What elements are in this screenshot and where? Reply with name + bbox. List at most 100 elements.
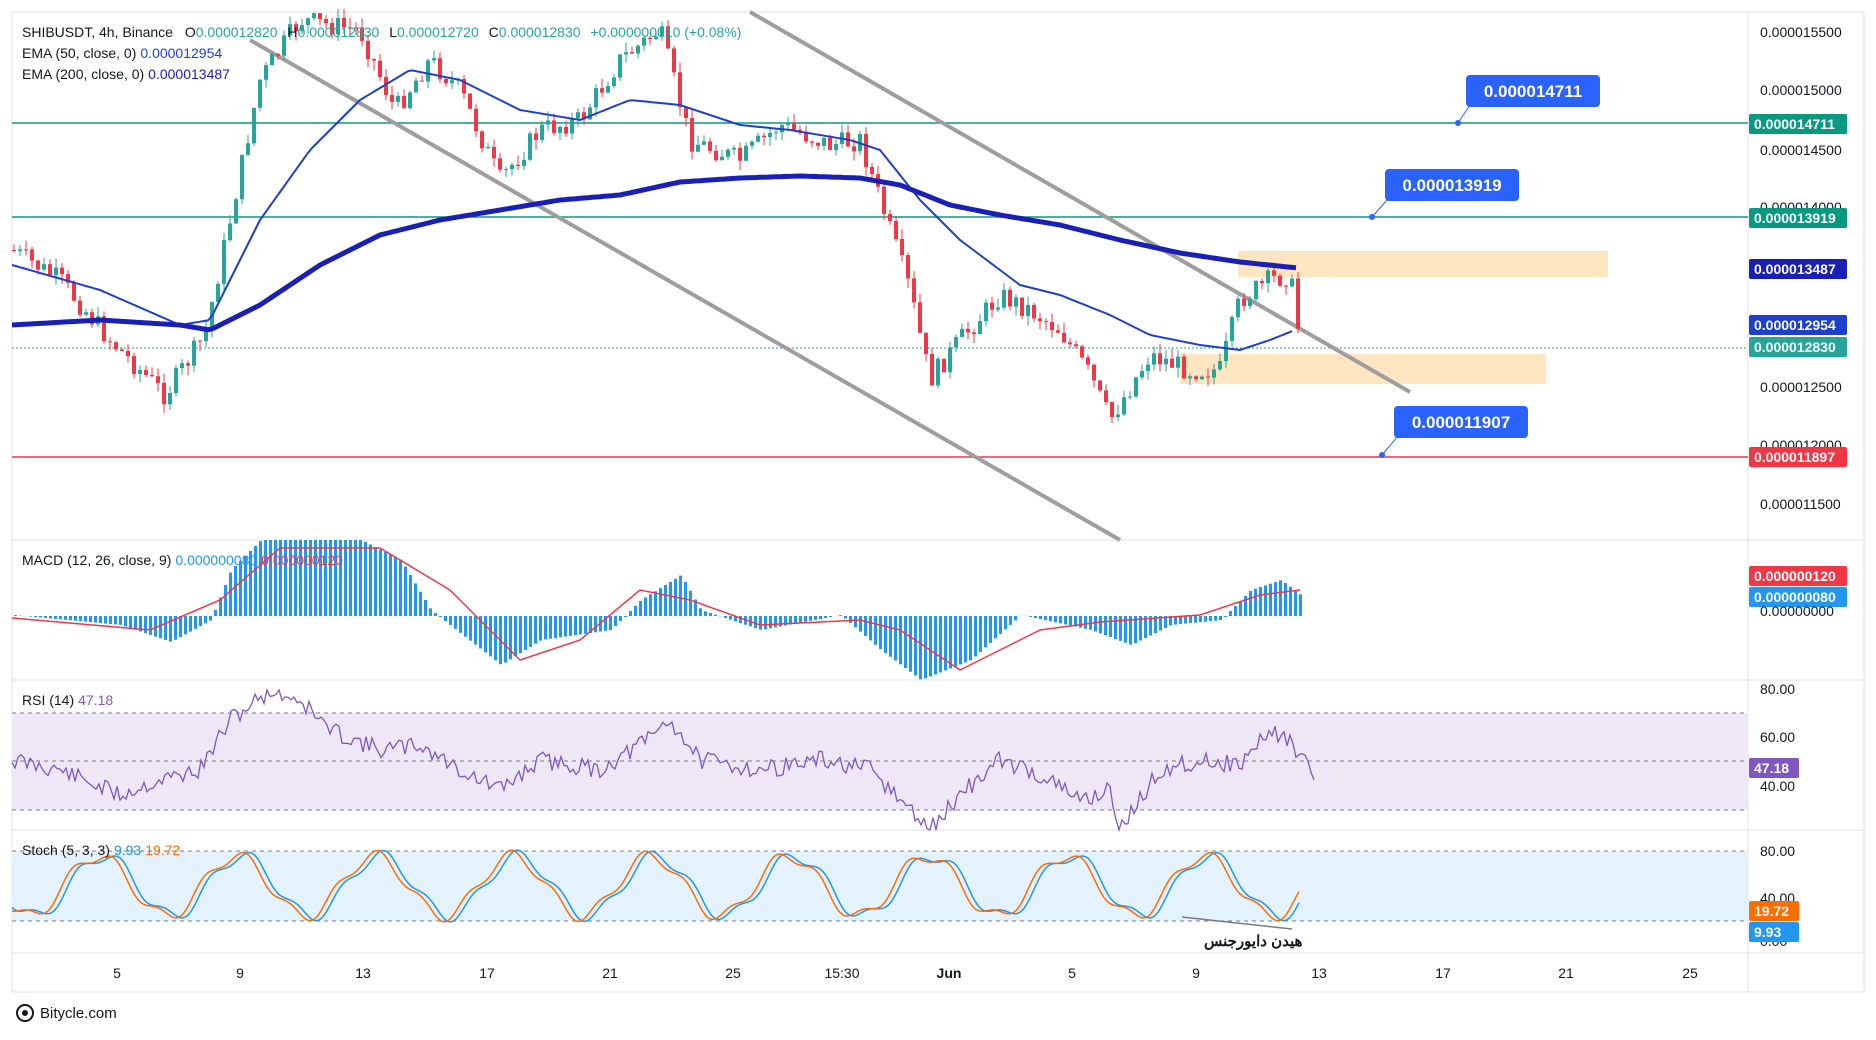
macd-bar	[144, 616, 147, 633]
candle-body	[1134, 377, 1138, 396]
candle-body	[72, 283, 76, 301]
macd-bar	[529, 616, 532, 647]
candle-body	[1098, 380, 1102, 390]
macd-bar	[689, 591, 692, 616]
candle-body	[546, 121, 550, 125]
macd-bar	[89, 616, 92, 622]
candle-body	[1050, 322, 1054, 330]
candle-body	[522, 160, 526, 166]
stoch-badge-d: 19.72	[1754, 903, 1789, 919]
macd-bar	[929, 616, 932, 676]
macd-bar	[189, 616, 192, 632]
stoch-badge-k: 9.93	[1754, 924, 1781, 940]
candle-body	[1014, 297, 1018, 306]
candle-body	[516, 165, 520, 166]
macd-bar	[359, 540, 362, 616]
candle-body	[180, 363, 184, 368]
macd-bar	[1179, 616, 1182, 624]
candle-body	[942, 359, 946, 373]
candle-body	[30, 249, 34, 260]
macd-bar	[539, 616, 542, 641]
macd-bar	[524, 616, 527, 650]
stoch-tick: 80.00	[1760, 843, 1795, 859]
macd-bar	[74, 616, 77, 621]
candle-body	[1266, 270, 1270, 283]
macd-bar	[1189, 616, 1192, 623]
macd-bar	[159, 616, 162, 638]
time-tick: 13	[1311, 965, 1327, 981]
candle-body	[246, 143, 250, 155]
rsi-legend[interactable]: RSI (14)47.18	[22, 692, 113, 708]
candle-body	[882, 187, 886, 214]
macd-bar	[1034, 616, 1037, 618]
candle-body	[864, 134, 868, 167]
candle-body	[1002, 290, 1006, 308]
candle-body	[426, 60, 430, 81]
candle-body	[168, 393, 172, 404]
candle-body	[1038, 318, 1042, 321]
ema200-legend[interactable]: EMA (200, close, 0)0.000013487	[22, 66, 230, 82]
badge-last: 0.000012830	[1754, 339, 1836, 355]
macd-bar	[864, 616, 867, 636]
candle-body	[1044, 321, 1048, 322]
rsi-badge: 47.18	[1754, 760, 1789, 776]
badge-level1: 0.000014711	[1754, 116, 1835, 132]
macd-bar	[209, 616, 212, 621]
ema50-legend[interactable]: EMA (50, close, 0)0.000012954	[22, 45, 222, 61]
candle-body	[804, 133, 808, 142]
candle-body	[552, 121, 556, 133]
candle-body	[900, 239, 904, 255]
candle-body	[444, 79, 448, 83]
macd-bar	[434, 613, 437, 616]
macd-bar	[1194, 616, 1197, 623]
macd-bar	[94, 616, 97, 623]
macd-bar	[474, 616, 477, 645]
macd-bar	[464, 616, 467, 637]
candle-body	[228, 224, 232, 240]
candle-body	[702, 141, 706, 144]
macd-bar	[439, 616, 442, 617]
candle-body	[738, 148, 742, 161]
macd-bar	[109, 616, 112, 624]
price-tick: 0.000011500	[1760, 496, 1841, 512]
macd-bar	[809, 616, 812, 621]
candle-body	[36, 261, 40, 270]
candle-body	[18, 249, 22, 251]
candle-body	[618, 54, 622, 77]
candle-body	[1176, 357, 1180, 368]
macd-bar	[799, 616, 802, 623]
macd-bar	[1254, 589, 1257, 616]
candle-body	[144, 370, 148, 375]
macd-bar	[1044, 616, 1047, 620]
time-tick: 25	[725, 965, 741, 981]
macd-bar	[594, 616, 597, 632]
badge-level3: 0.000011897	[1754, 449, 1835, 465]
macd-bar	[639, 601, 642, 616]
macd-bar	[909, 616, 912, 672]
macd-bar	[44, 616, 47, 618]
candle-body	[528, 133, 532, 159]
macd-bar	[1039, 616, 1042, 619]
macd-bar	[619, 616, 622, 621]
candle-body	[672, 48, 676, 72]
candle-body	[312, 13, 316, 18]
macd-bar	[399, 560, 402, 617]
candle-body	[504, 169, 508, 170]
macd-bar	[884, 616, 887, 653]
candle-body	[1182, 357, 1186, 379]
candle-body	[948, 347, 952, 372]
candle-body	[114, 342, 118, 349]
candle-body	[1278, 276, 1282, 286]
support-zone	[1180, 354, 1546, 384]
macd-bar	[894, 616, 897, 661]
candle-body	[996, 308, 1000, 310]
macd-bar	[79, 616, 82, 621]
candle-body	[432, 58, 436, 60]
candle-body	[276, 54, 280, 56]
candle-body	[408, 92, 412, 107]
price-tick: 0.000012500	[1760, 379, 1842, 395]
macd-bar	[384, 552, 387, 616]
footer-brand[interactable]: Bitycle.com	[16, 1004, 117, 1022]
